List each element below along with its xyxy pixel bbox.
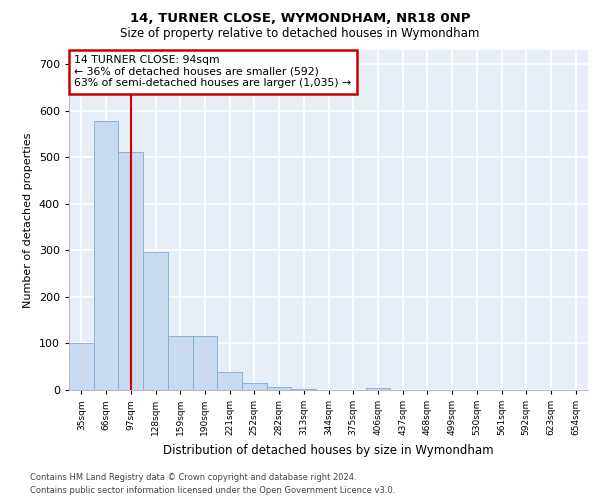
Text: 14 TURNER CLOSE: 94sqm
← 36% of detached houses are smaller (592)
63% of semi-de: 14 TURNER CLOSE: 94sqm ← 36% of detached…: [74, 55, 352, 88]
Bar: [217, 372, 242, 390]
Text: Contains public sector information licensed under the Open Government Licence v3: Contains public sector information licen…: [30, 486, 395, 495]
Y-axis label: Number of detached properties: Number of detached properties: [23, 132, 33, 308]
Bar: [143, 252, 168, 390]
Bar: [168, 336, 193, 390]
Bar: [69, 344, 94, 390]
Bar: [267, 387, 292, 390]
X-axis label: Distribution of detached houses by size in Wymondham: Distribution of detached houses by size …: [163, 444, 494, 456]
Bar: [242, 384, 267, 390]
Bar: [365, 388, 390, 390]
Bar: [193, 336, 217, 390]
Bar: [94, 121, 118, 390]
Bar: [292, 388, 316, 390]
Bar: [118, 152, 143, 390]
Text: 14, TURNER CLOSE, WYMONDHAM, NR18 0NP: 14, TURNER CLOSE, WYMONDHAM, NR18 0NP: [130, 12, 470, 26]
Text: Contains HM Land Registry data © Crown copyright and database right 2024.: Contains HM Land Registry data © Crown c…: [30, 472, 356, 482]
Text: Size of property relative to detached houses in Wymondham: Size of property relative to detached ho…: [121, 28, 479, 40]
